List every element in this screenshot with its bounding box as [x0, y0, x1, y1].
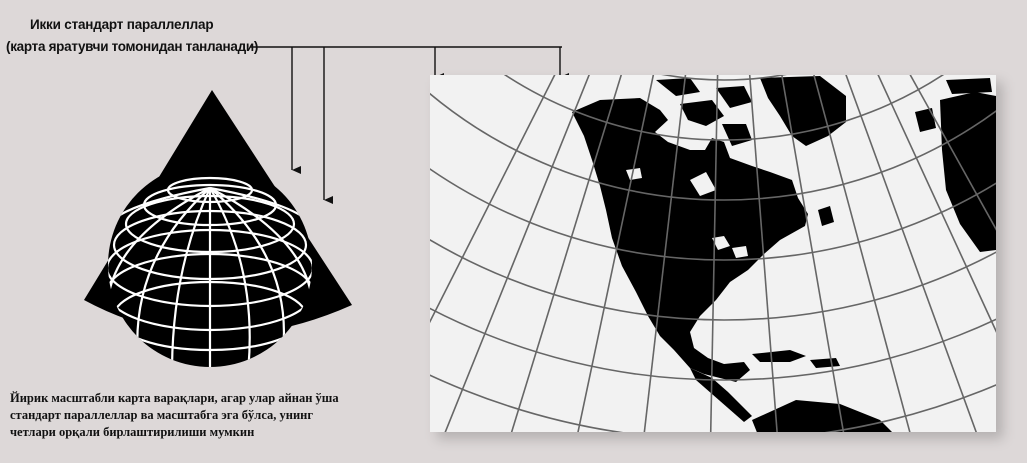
- caption-line: четлари орқали бирлаштирилиши мумкин: [10, 425, 255, 439]
- conic-map: [430, 75, 996, 432]
- label-title: Икки стандарт параллеллар: [30, 17, 214, 32]
- caption-text: Йирик масштабли карта варақлари, агар ул…: [10, 390, 430, 441]
- caption-line: Йирик масштабли карта варақлари, агар ул…: [10, 391, 339, 405]
- leader-lines: [250, 46, 569, 204]
- label-subtitle: (карта яратувчи томонидан танланади): [6, 39, 259, 54]
- caption-line: стандарт параллеллар ва масштабга эга бў…: [10, 408, 314, 422]
- cone-globe-figure: [84, 90, 352, 367]
